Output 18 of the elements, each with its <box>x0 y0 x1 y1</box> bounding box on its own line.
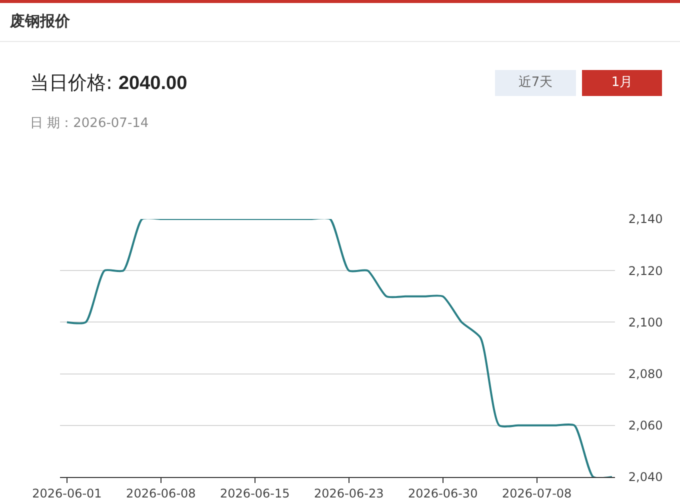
y-tick-label: 2,120 <box>628 264 663 278</box>
x-tick-label: 2026-06-01 <box>32 486 102 500</box>
x-tick-label: 2026-06-30 <box>408 486 478 500</box>
chart-subtitle: 当日价格: 2040.00 <box>30 71 188 96</box>
line-series <box>66 219 613 477</box>
y-tick-label: 2,040 <box>628 470 663 484</box>
text: 日 期：2026-07-14 <box>30 115 149 132</box>
x-tick-label: 2026-07-08 <box>502 486 572 500</box>
x-tick-label: 2026-06-23 <box>314 486 384 500</box>
y-tick-label: 2,100 <box>628 315 663 330</box>
text: 近7天 <box>495 70 576 96</box>
y-tick-label: 2,080 <box>628 367 663 381</box>
y-tick-label: 2,060 <box>628 418 663 433</box>
x-tick-label: 2026-06-15 <box>220 486 290 500</box>
y-tick-label: 2,140 <box>628 212 663 226</box>
chart-title: 废钢报价 <box>10 12 70 31</box>
text: 1月 <box>582 70 662 96</box>
x-tick-label: 2026-06-08 <box>126 486 196 500</box>
